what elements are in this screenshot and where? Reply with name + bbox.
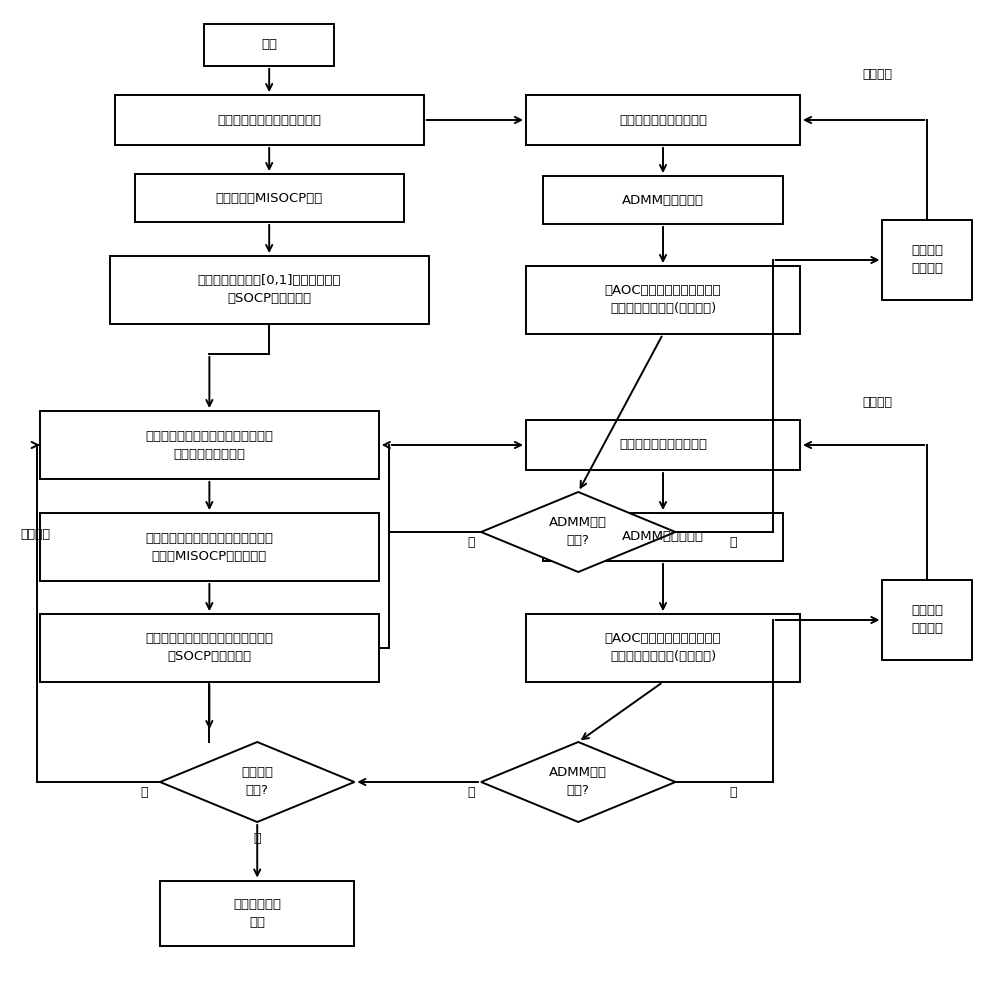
Text: ADMM算法
收敛?: ADMM算法 收敛? [549,516,607,548]
Text: 各AOC采用连续锥优化方法，
求解多能流了问题(内层循环): 各AOC采用连续锥优化方法， 求解多能流了问题(内层循环) [605,633,721,664]
Text: 中层循环: 中层循环 [862,68,892,81]
Bar [543,513,783,561]
Text: 输出最终调度
结果: 输出最终调度 结果 [233,898,281,928]
Polygon shape [481,742,676,822]
Text: 是: 是 [468,536,476,548]
Bar [543,176,783,224]
Text: 外层循环: 外层循环 [20,528,50,542]
Text: 更新拉格
朗日乘子: 更新拉格 朗日乘子 [911,244,943,275]
Text: ADMM算法
收敛?: ADMM算法 收敛? [549,766,607,798]
Text: ADMM参数初始化: ADMM参数初始化 [622,530,704,544]
Text: 否: 否 [729,536,737,548]
Bar [40,411,379,479]
Text: 区域分解机制及耦合信息确立: 区域分解机制及耦合信息确立 [217,113,321,126]
Bar [160,880,355,946]
Bar [204,24,334,66]
Bar [526,614,800,682]
Bar [135,174,404,222]
Polygon shape [160,742,355,822]
Text: 是: 是 [141,786,149,798]
Text: 互联区域间交换共享信息: 互联区域间交换共享信息 [619,113,707,126]
Bar [115,95,424,145]
Bar [40,614,379,682]
Bar [882,580,972,660]
Text: 中层循环: 中层循环 [862,396,892,410]
Text: ADMM参数初始化: ADMM参数初始化 [622,194,704,207]
Text: 各区域采用连续锥优化算法，自治求
解区域MISOCP多能流模型: 各区域采用连续锥优化算法，自治求 解区域MISOCP多能流模型 [146,532,273,562]
Text: 是: 是 [468,786,476,798]
Text: 否: 否 [729,786,737,798]
Bar [40,513,379,581]
Text: 互联区域间交换共享信息: 互联区域间交换共享信息 [619,438,707,452]
Bar [110,256,429,324]
Text: 整数变量
变化?: 整数变量 变化? [241,766,273,798]
Text: 开始: 开始 [261,38,277,51]
Bar [526,420,800,470]
Text: 将整数变量松弛为[0,1]连续变量，获
得SOCP多能流模型: 将整数变量松弛为[0,1]连续变量，获 得SOCP多能流模型 [197,274,341,306]
Text: 各AOC采用连续锥优化方法，
求解多能流子问题(内层循环): 各AOC采用连续锥优化方法， 求解多能流子问题(内层循环) [605,284,721,316]
Text: 固定求解得到的整数变量值，再次获
得SOCP多能流模型: 固定求解得到的整数变量值，再次获 得SOCP多能流模型 [146,633,273,664]
Text: 更新拉格
朗日乘子: 更新拉格 朗日乘子 [911,604,943,636]
Text: 多区多能流MISOCP建模: 多区多能流MISOCP建模 [215,192,323,205]
Text: 否: 否 [253,832,261,846]
Bar [526,95,800,145]
Polygon shape [481,492,676,572]
Bar [526,266,800,334]
Text: 固定求解得到的共享信息值，并还原
整数的控制变量属性: 固定求解得到的共享信息值，并还原 整数的控制变量属性 [146,430,273,460]
Bar [882,220,972,300]
